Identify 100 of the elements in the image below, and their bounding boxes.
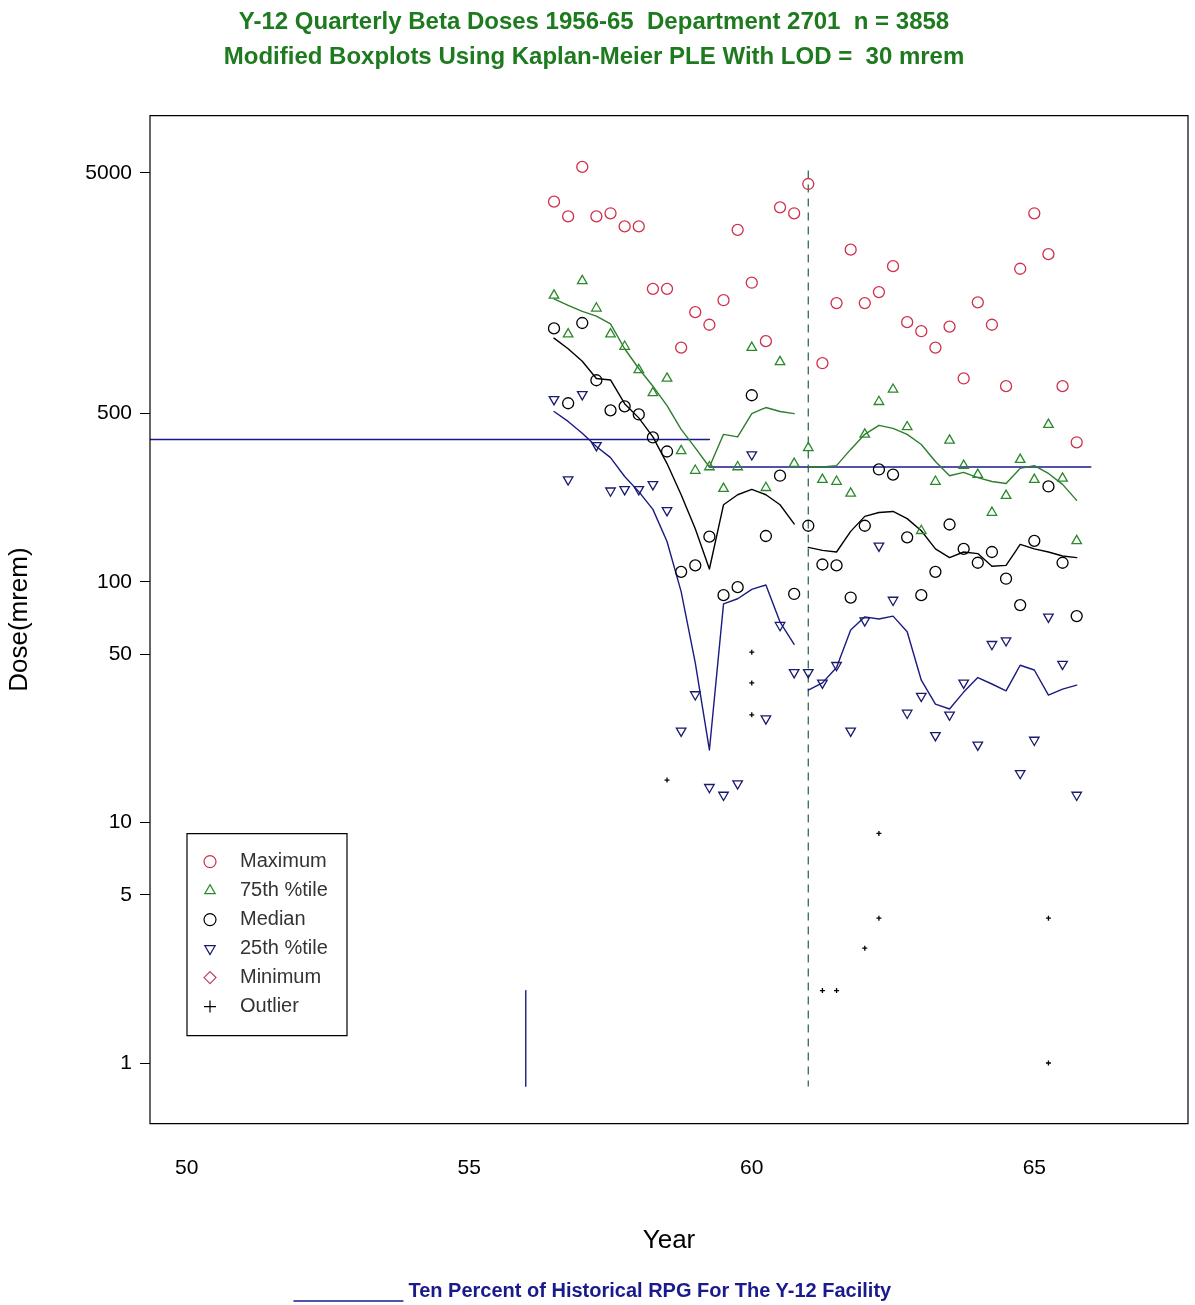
point bbox=[999, 380, 1013, 393]
point bbox=[689, 464, 701, 474]
point bbox=[816, 558, 829, 571]
point bbox=[774, 355, 786, 366]
point bbox=[773, 201, 787, 214]
point bbox=[746, 451, 758, 461]
point bbox=[1057, 660, 1068, 671]
point bbox=[703, 318, 716, 331]
point bbox=[971, 296, 984, 309]
point bbox=[971, 556, 984, 569]
point bbox=[562, 327, 574, 338]
point bbox=[901, 420, 913, 431]
point bbox=[886, 468, 900, 481]
point bbox=[930, 475, 941, 485]
point bbox=[872, 463, 886, 476]
point bbox=[689, 691, 701, 701]
point bbox=[873, 542, 885, 553]
point bbox=[632, 408, 645, 421]
point bbox=[759, 335, 773, 348]
text: Ten Percent of Historical RPG For The Y-12 Facility bbox=[408, 1278, 893, 1301]
point bbox=[774, 621, 786, 632]
point bbox=[985, 545, 999, 559]
y-tick-label: 10 bbox=[108, 809, 132, 833]
legend-label: Maximum bbox=[240, 849, 327, 872]
point bbox=[929, 341, 942, 354]
point bbox=[605, 487, 616, 497]
point bbox=[817, 473, 828, 483]
point bbox=[718, 791, 729, 802]
point bbox=[576, 390, 588, 401]
point bbox=[943, 518, 956, 531]
point bbox=[788, 669, 800, 679]
point bbox=[858, 296, 871, 310]
x-tick-label: 65 bbox=[1022, 1155, 1046, 1178]
point bbox=[675, 727, 687, 738]
point bbox=[873, 395, 885, 406]
point bbox=[773, 469, 787, 482]
y-tick-label: 5000 bbox=[85, 159, 132, 183]
point bbox=[661, 507, 673, 517]
point bbox=[745, 389, 758, 402]
y-tick-label: 1 bbox=[120, 1049, 132, 1073]
point bbox=[590, 210, 603, 223]
point bbox=[929, 565, 942, 578]
point bbox=[958, 679, 970, 690]
point bbox=[1056, 556, 1069, 569]
point bbox=[703, 530, 716, 543]
point bbox=[745, 276, 758, 289]
point bbox=[604, 404, 617, 417]
y-tick-label: 5 bbox=[120, 881, 132, 905]
point bbox=[547, 322, 561, 335]
point bbox=[561, 397, 575, 410]
point bbox=[830, 296, 843, 310]
legend-label: Median bbox=[240, 907, 306, 930]
point bbox=[717, 294, 730, 307]
point bbox=[944, 434, 955, 444]
point bbox=[732, 460, 744, 471]
point bbox=[590, 441, 602, 452]
point bbox=[675, 341, 688, 354]
point bbox=[576, 316, 589, 330]
point bbox=[1028, 736, 1040, 747]
point bbox=[718, 482, 729, 492]
y-tick-label: 500 bbox=[96, 400, 132, 424]
point bbox=[1070, 609, 1083, 623]
point bbox=[760, 715, 772, 725]
point bbox=[746, 341, 758, 352]
x-tick-label: 60 bbox=[740, 1155, 764, 1178]
point bbox=[1028, 534, 1041, 547]
point bbox=[985, 318, 999, 331]
point bbox=[576, 160, 589, 174]
point bbox=[1014, 262, 1027, 275]
point bbox=[604, 207, 617, 220]
point bbox=[802, 669, 814, 679]
point bbox=[760, 481, 772, 492]
point bbox=[845, 727, 857, 738]
point bbox=[590, 374, 603, 387]
point bbox=[830, 559, 843, 572]
point bbox=[788, 207, 801, 220]
point bbox=[986, 640, 998, 651]
point bbox=[1071, 534, 1083, 545]
point bbox=[1043, 613, 1054, 623]
legend-label: 25th %tile bbox=[240, 936, 328, 959]
point bbox=[915, 524, 927, 535]
point bbox=[647, 480, 659, 491]
point bbox=[957, 542, 970, 556]
point bbox=[1071, 791, 1083, 802]
point bbox=[845, 487, 857, 497]
point bbox=[901, 315, 914, 329]
point bbox=[632, 220, 645, 233]
point bbox=[548, 289, 560, 299]
point bbox=[605, 327, 616, 338]
point bbox=[562, 476, 574, 486]
point bbox=[731, 581, 744, 594]
point bbox=[831, 475, 842, 485]
y-tick-label: 100 bbox=[96, 568, 132, 592]
point bbox=[618, 220, 631, 233]
chart-title: Y-12 Quarterly Beta Doses 1956-65 Department 2701 n = 3858 bbox=[238, 7, 950, 35]
point bbox=[930, 731, 941, 742]
point bbox=[858, 519, 871, 532]
point bbox=[802, 441, 814, 452]
point bbox=[689, 559, 702, 572]
point bbox=[1028, 473, 1040, 483]
